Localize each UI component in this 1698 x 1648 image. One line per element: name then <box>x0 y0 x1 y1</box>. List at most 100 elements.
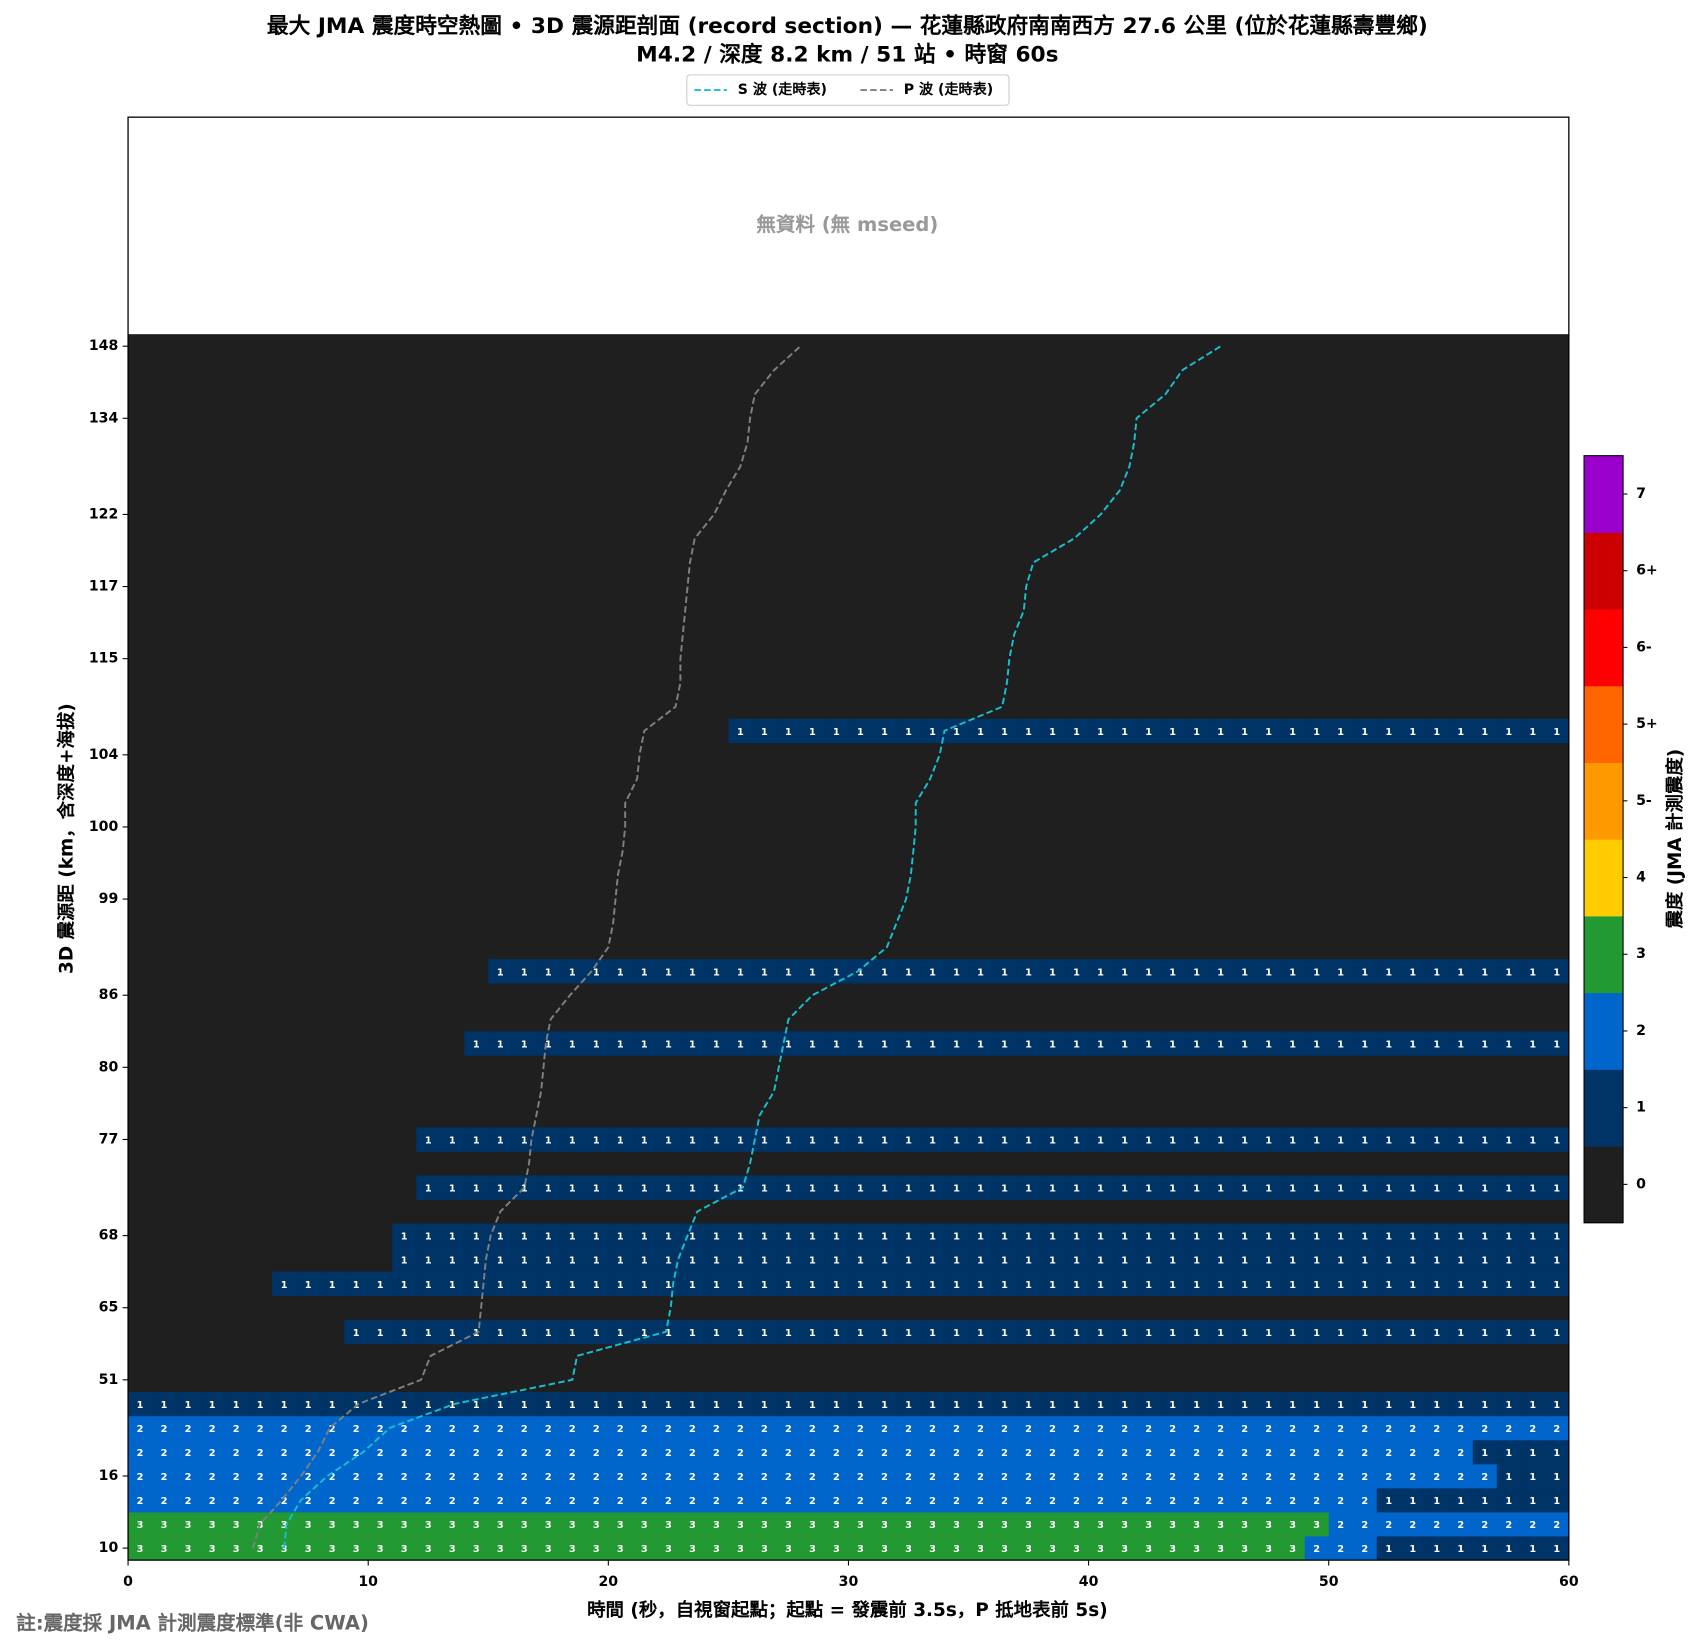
heat-cell <box>1256 1031 1282 1056</box>
cell-label: 1 <box>1241 1328 1248 1339</box>
cell-label: 2 <box>713 1472 720 1483</box>
cell-label: 2 <box>953 1424 960 1435</box>
heat-cell <box>584 1391 609 1417</box>
cell-label: 3 <box>1145 1520 1152 1531</box>
cell-label: 2 <box>1097 1424 1104 1435</box>
cell-label: 1 <box>953 1328 960 1339</box>
heat-cell <box>1520 1391 1546 1417</box>
heat-cell <box>1544 1415 1570 1441</box>
cell-label: 1 <box>1145 1280 1152 1291</box>
cell-label: 3 <box>401 1544 408 1555</box>
cell-label: 1 <box>1169 727 1176 738</box>
heat-cell <box>512 1031 537 1056</box>
y-tick-label: 10 <box>99 1540 119 1556</box>
cell-label: 2 <box>977 1472 984 1483</box>
cell-label: 2 <box>809 1472 816 1483</box>
heat-cell <box>488 1223 513 1248</box>
cell-label: 1 <box>1313 1184 1320 1195</box>
heat-cell <box>464 1463 489 1489</box>
heat-cell <box>296 1415 321 1441</box>
heat-cell <box>1424 1488 1450 1513</box>
heat-cell <box>1016 1391 1041 1417</box>
heat-cell <box>872 1439 897 1465</box>
cell-label: 2 <box>857 1496 864 1507</box>
cell-label: 1 <box>1553 1256 1560 1267</box>
heat-cell <box>608 1415 633 1441</box>
heat-cell <box>1544 1223 1570 1248</box>
cell-label: 1 <box>1145 1256 1152 1267</box>
cell-label: 1 <box>305 1280 312 1291</box>
heat-cell <box>1016 1536 1041 1561</box>
cell-label: 3 <box>305 1544 312 1555</box>
cell-label: 1 <box>953 1400 960 1411</box>
cell-label: 1 <box>569 1184 576 1195</box>
heat-cell <box>944 1536 969 1561</box>
heat-cell <box>944 959 969 984</box>
heat-cell <box>920 1175 945 1200</box>
heat-cell <box>1448 1247 1474 1272</box>
colorbar-swatch <box>1584 685 1624 764</box>
cell-label: 3 <box>809 1520 816 1531</box>
cell-label: 1 <box>1097 1328 1104 1339</box>
heat-cell <box>1376 1488 1402 1513</box>
heat-cell <box>200 1415 225 1441</box>
cell-label: 1 <box>1337 1400 1344 1411</box>
cell-label: 1 <box>737 1400 744 1411</box>
heat-cell <box>1328 1488 1354 1513</box>
cell-label: 2 <box>1313 1448 1320 1459</box>
cell-label: 1 <box>281 1280 288 1291</box>
cell-label: 2 <box>1529 1520 1536 1531</box>
heat-cell <box>680 1247 705 1272</box>
heat-cell <box>248 1488 273 1513</box>
cell-label: 2 <box>497 1496 504 1507</box>
cell-label: 3 <box>761 1544 768 1555</box>
heat-cell <box>992 1223 1017 1248</box>
heat-cell <box>1328 1512 1354 1537</box>
heat-cell <box>344 1319 369 1345</box>
heat-cell <box>1040 1127 1065 1152</box>
heat-cell <box>920 1319 945 1345</box>
x-tick-label: 10 <box>358 1574 378 1590</box>
heat-cell <box>1520 718 1546 744</box>
cell-label: 2 <box>1217 1448 1224 1459</box>
heat-cell <box>824 1512 849 1537</box>
cell-label: 1 <box>1169 967 1176 978</box>
cell-label: 3 <box>1241 1544 1248 1555</box>
heat-cell <box>1376 1439 1402 1465</box>
heat-cell <box>1448 1512 1474 1537</box>
heat-cell <box>296 1536 321 1561</box>
heat-cell <box>488 1031 513 1056</box>
cell-label: 3 <box>209 1520 216 1531</box>
colorbar-tick-label: 6- <box>1636 639 1652 655</box>
cell-label: 1 <box>497 1400 504 1411</box>
cell-label: 2 <box>329 1472 336 1483</box>
heat-cell <box>656 1127 681 1152</box>
cell-label: 1 <box>1121 1400 1128 1411</box>
cell-label: 1 <box>545 1136 552 1147</box>
cell-label: 1 <box>1121 1232 1128 1243</box>
cell-label: 1 <box>545 1280 552 1291</box>
cell-label: 2 <box>1025 1424 1032 1435</box>
cell-label: 3 <box>1241 1520 1248 1531</box>
heat-cell <box>536 1175 561 1200</box>
heat-cell <box>920 1247 945 1272</box>
cell-label: 2 <box>593 1496 600 1507</box>
heat-cell <box>584 1031 609 1056</box>
cell-label: 1 <box>1265 1184 1272 1195</box>
heat-cell <box>608 1488 633 1513</box>
heat-cell <box>1184 1319 1209 1345</box>
cell-label: 1 <box>713 1256 720 1267</box>
cell-label: 1 <box>1361 1328 1368 1339</box>
cell-label: 2 <box>1193 1472 1200 1483</box>
heat-cell <box>1256 1271 1282 1297</box>
heat-cell <box>368 1319 393 1345</box>
cell-label: 1 <box>1193 1184 1200 1195</box>
cell-label: 1 <box>1385 1496 1392 1507</box>
heat-cell <box>992 1415 1017 1441</box>
heat-cell <box>392 1271 417 1297</box>
cell-label: 1 <box>1169 1400 1176 1411</box>
heat-cell <box>728 1247 753 1272</box>
cell-label: 2 <box>449 1472 456 1483</box>
heat-cell <box>536 1536 561 1561</box>
heat-cell <box>968 1175 993 1200</box>
